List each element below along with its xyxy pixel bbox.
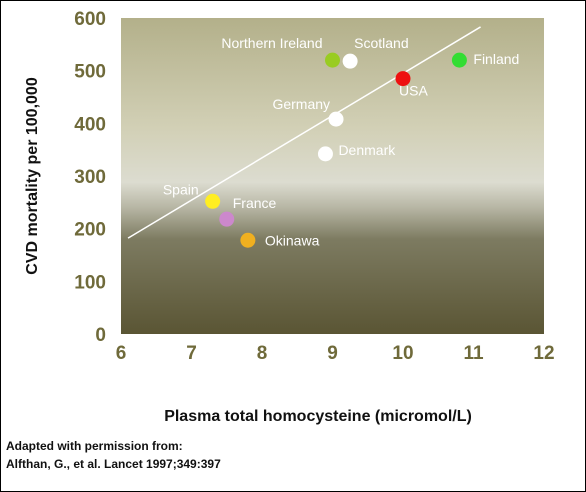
- data-point-spain: [205, 193, 221, 209]
- data-point-finland: [451, 52, 467, 68]
- y-tick-label: 100: [74, 272, 106, 293]
- data-point-france: [219, 211, 235, 227]
- data-label-germany: Germany: [272, 96, 330, 112]
- data-label-denmark: Denmark: [338, 142, 396, 158]
- data-label-spain: Spain: [163, 181, 199, 197]
- data-point-okinawa: [240, 232, 256, 248]
- y-axis-title: CVD mortality per 100,000: [24, 77, 41, 275]
- y-tick-label: 500: [74, 62, 106, 83]
- data-label-finland: Finland: [473, 51, 519, 67]
- data-label-scotland: Scotland: [354, 35, 408, 51]
- y-tick-label: 400: [74, 114, 106, 135]
- y-tick-label: 200: [74, 220, 106, 241]
- y-tick-label: 300: [74, 167, 106, 188]
- trend-line: [127, 26, 481, 239]
- plot-area: [121, 18, 544, 334]
- data-label-france: France: [233, 195, 277, 211]
- x-tick-label: 12: [533, 343, 554, 364]
- x-tick-label: 8: [257, 343, 268, 364]
- y-tick-label: 0: [95, 325, 106, 346]
- y-tick-label: 600: [74, 9, 106, 30]
- caption-line-1: Adapted with permission from:: [6, 439, 183, 453]
- data-point-usa: [395, 71, 411, 87]
- data-point-germany: [328, 111, 344, 127]
- data-label-usa: USA: [399, 83, 428, 99]
- data-point-northern-ireland: [325, 52, 340, 68]
- x-tick-label: 9: [327, 343, 338, 364]
- data-label-okinawa: Okinawa: [265, 232, 320, 248]
- x-axis-title: Plasma total homocysteine (micromol/L): [164, 408, 472, 425]
- data-point-scotland: [342, 53, 358, 69]
- x-tick-label: 6: [116, 343, 127, 364]
- data-label-northern-ireland: Northern Ireland: [221, 35, 322, 51]
- x-tick-label: 10: [392, 343, 413, 364]
- x-tick-label: 7: [186, 343, 197, 364]
- x-tick-label: 11: [463, 343, 484, 364]
- caption-line-2: Alfthan, G., et al. Lancet 1997;349:397: [6, 457, 221, 471]
- data-point-denmark: [317, 146, 333, 162]
